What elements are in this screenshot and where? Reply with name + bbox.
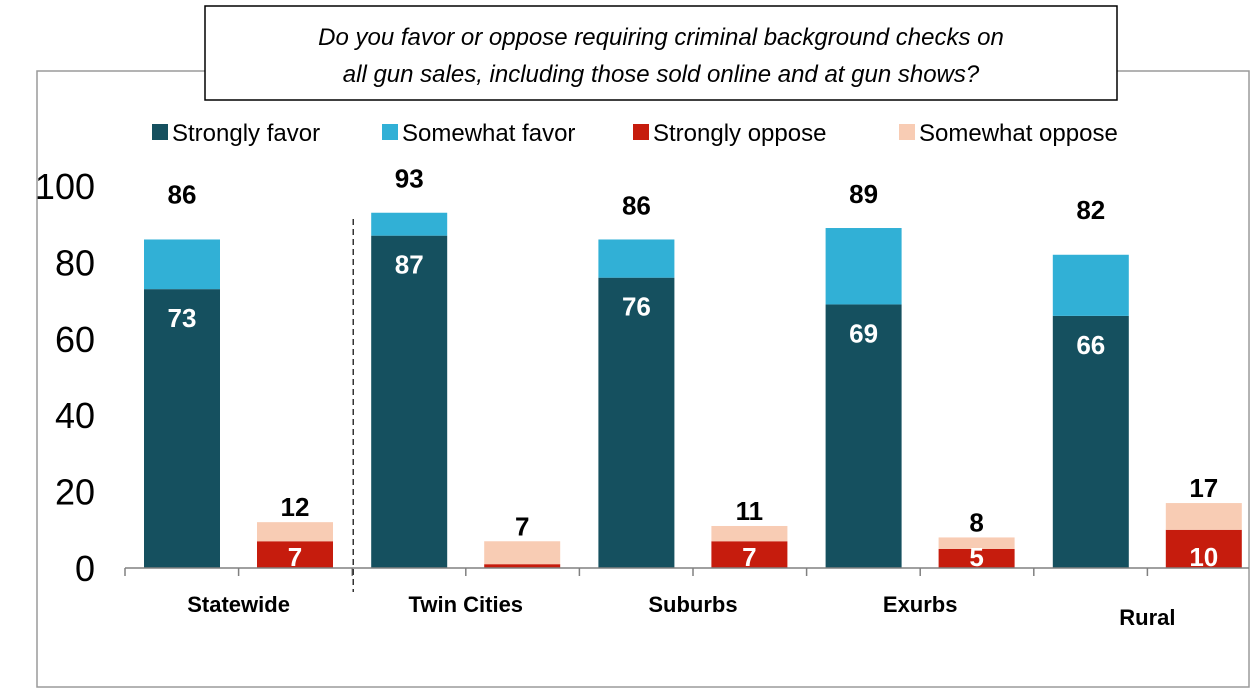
y-tick-label-60: 60 xyxy=(55,319,95,360)
y-tick-label-100: 100 xyxy=(35,166,95,207)
label-strongly-oppose-suburbs: 7 xyxy=(742,542,756,572)
label-oppose-total-rural: 17 xyxy=(1189,473,1218,503)
bar-somewhat-oppose-twin-cities xyxy=(484,541,561,565)
legend-swatch-strongly-favor xyxy=(152,124,168,140)
x-tick-label-twin-cities: Twin Cities xyxy=(409,592,524,617)
y-tick-label-0: 0 xyxy=(75,548,95,589)
label-strongly-oppose-statewide: 7 xyxy=(288,542,302,572)
label-strongly-oppose-exurbs: 5 xyxy=(969,542,983,572)
legend-swatch-somewhat-oppose xyxy=(899,124,915,140)
x-tick-label-statewide: Statewide xyxy=(187,592,290,617)
label-favor-total-suburbs: 86 xyxy=(622,190,651,220)
bar-strongly-oppose-suburbs xyxy=(711,541,788,568)
bar-strongly-oppose-twin-cities xyxy=(484,564,561,568)
x-tick-label-rural: Rural xyxy=(1119,605,1175,630)
legend-swatch-strongly-oppose xyxy=(633,124,649,140)
label-oppose-total-exurbs: 8 xyxy=(969,507,983,537)
legend-swatch-somewhat-favor xyxy=(382,124,398,140)
label-strongly-favor-twin-cities: 87 xyxy=(395,250,424,280)
title-box xyxy=(204,5,1118,101)
bar-somewhat-favor-suburbs xyxy=(598,239,675,278)
label-strongly-favor-suburbs: 76 xyxy=(622,292,651,322)
bar-somewhat-oppose-suburbs xyxy=(711,525,788,542)
chart-title-line-2: all gun sales, including those sold onli… xyxy=(343,61,980,88)
label-favor-total-twin-cities: 93 xyxy=(395,164,424,194)
legend-label-somewhat-oppose: Somewhat oppose xyxy=(919,120,1118,147)
label-favor-total-exurbs: 89 xyxy=(849,179,878,209)
legend-label-strongly-oppose: Strongly oppose xyxy=(653,120,826,147)
chart-title-line-1: Do you favor or oppose requiring crimina… xyxy=(318,24,1004,51)
bar-strongly-oppose-exurbs xyxy=(938,548,1015,568)
y-tick-label-40: 40 xyxy=(55,395,95,436)
x-tick-label-suburbs: Suburbs xyxy=(648,592,737,617)
bar-strongly-favor-suburbs xyxy=(598,277,675,568)
bar-strongly-favor-statewide xyxy=(144,289,220,568)
bar-strongly-oppose-statewide xyxy=(257,541,333,568)
bar-somewhat-favor-twin-cities xyxy=(371,212,448,236)
bar-somewhat-oppose-rural xyxy=(1165,503,1242,530)
label-strongly-favor-statewide: 73 xyxy=(168,303,197,333)
legend-label-strongly-favor: Strongly favor xyxy=(172,120,320,147)
x-tick-label-exurbs: Exurbs xyxy=(883,592,958,617)
bar-somewhat-oppose-exurbs xyxy=(938,537,1015,549)
bar-strongly-favor-rural xyxy=(1052,315,1129,568)
bar-strongly-favor-twin-cities xyxy=(371,235,448,568)
label-strongly-oppose-rural: 10 xyxy=(1189,542,1218,572)
bar-somewhat-favor-statewide xyxy=(144,239,220,290)
bar-strongly-oppose-rural xyxy=(1165,529,1242,568)
bar-somewhat-oppose-statewide xyxy=(257,522,333,542)
label-oppose-total-suburbs: 11 xyxy=(736,496,764,526)
legend-label-somewhat-favor: Somewhat favor xyxy=(402,120,575,147)
label-favor-total-statewide: 86 xyxy=(168,179,197,209)
label-strongly-favor-rural: 66 xyxy=(1076,330,1105,360)
bar-somewhat-favor-exurbs xyxy=(825,228,902,305)
label-oppose-total-statewide: 12 xyxy=(281,492,310,522)
label-strongly-favor-exurbs: 69 xyxy=(849,318,878,348)
label-favor-total-rural: 82 xyxy=(1076,195,1105,225)
bar-somewhat-favor-rural xyxy=(1052,254,1129,316)
y-tick-label-20: 20 xyxy=(55,472,95,513)
label-oppose-total-twin-cities: 7 xyxy=(515,511,529,541)
y-tick-label-80: 80 xyxy=(55,242,95,283)
legend: Strongly favor Somewhat favor Strongly o… xyxy=(152,120,1118,147)
bar-strongly-favor-exurbs xyxy=(825,304,902,568)
